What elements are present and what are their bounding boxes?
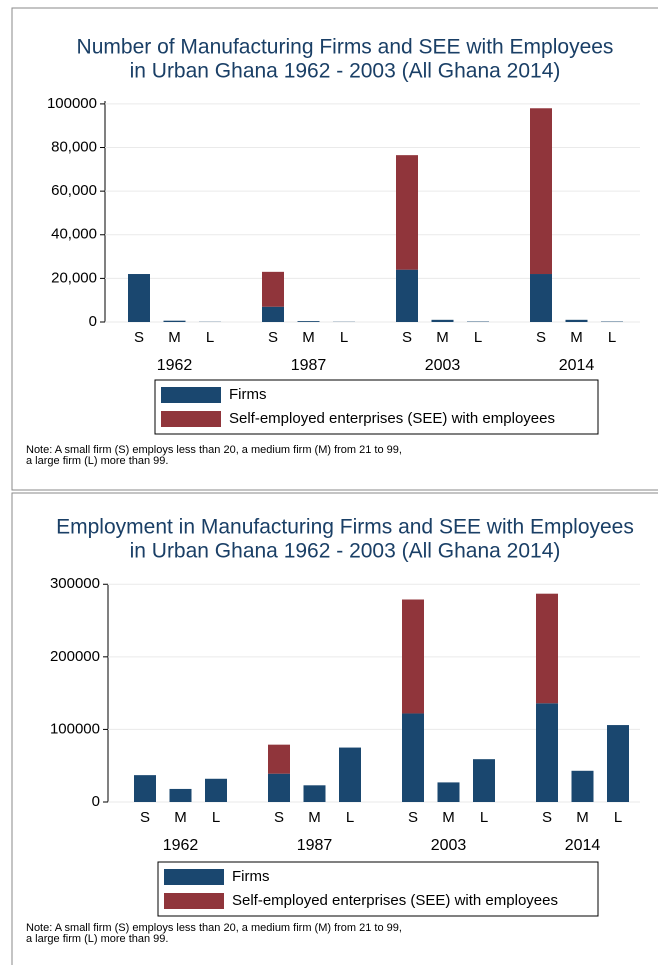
x-tick-label: M [308, 809, 321, 826]
bar [268, 744, 290, 774]
x-tick-label: M [442, 809, 455, 826]
bar [134, 775, 156, 802]
bar [262, 306, 284, 322]
x-tick-label: L [346, 809, 354, 826]
chart-title: Number of Manufacturing Firms and SEE wi… [77, 36, 614, 59]
bar [169, 788, 192, 802]
y-tick-label: 0 [89, 313, 97, 330]
x-tick-label: S [268, 329, 278, 346]
x-tick-label: M [570, 329, 583, 346]
y-tick-label: 200000 [50, 648, 100, 665]
legend-label: Self-employed enterprises (SEE) with emp… [232, 892, 558, 909]
bar [396, 155, 418, 270]
bar [437, 782, 460, 802]
panel-border [11, 492, 658, 965]
note: Note: A small firm (S) employs less than… [26, 922, 402, 934]
note: Note: A small firm (S) employs less than… [26, 444, 402, 456]
bar [607, 725, 629, 802]
x-tick-label: S [274, 809, 284, 826]
x-tick-label: L [608, 329, 616, 346]
bar [565, 319, 588, 322]
x-tick-label: L [614, 809, 622, 826]
x-tick-label: S [542, 809, 552, 826]
bar [431, 319, 454, 322]
group-label: 1987 [297, 837, 333, 854]
y-tick-label: 40,000 [51, 226, 97, 243]
bar [571, 770, 594, 802]
bar [402, 713, 424, 802]
x-tick-label: L [340, 329, 348, 346]
y-tick-label: 80,000 [51, 138, 97, 155]
legend-box [157, 861, 599, 917]
bar [262, 271, 284, 307]
x-tick-label: M [436, 329, 449, 346]
bar [473, 759, 495, 802]
x-tick-label: S [408, 809, 418, 826]
bar [396, 269, 418, 322]
chart-title: in Urban Ghana 1962 - 2003 (All Ghana 20… [130, 540, 561, 563]
bar [163, 320, 186, 322]
bar [205, 778, 227, 802]
legend-box [154, 379, 599, 435]
bar [128, 274, 150, 322]
legend-label: Self-employed enterprises (SEE) with emp… [229, 410, 555, 427]
bar [536, 703, 558, 802]
bar [297, 321, 320, 322]
legend-swatch [164, 869, 224, 885]
x-tick-label: S [536, 329, 546, 346]
y-tick-label: 60,000 [51, 182, 97, 199]
y-tick-label: 20,000 [51, 269, 97, 286]
legend-swatch [161, 387, 221, 403]
bar [530, 274, 552, 322]
group-label: 2014 [559, 357, 595, 374]
x-tick-label: L [206, 329, 214, 346]
bar [536, 593, 558, 704]
note: a large firm (L) more than 99. [26, 455, 168, 467]
chart-title: in Urban Ghana 1962 - 2003 (All Ghana 20… [130, 60, 561, 83]
y-tick-label: 300000 [50, 575, 100, 592]
legend-swatch [164, 893, 224, 909]
note: a large firm (L) more than 99. [26, 933, 168, 945]
x-tick-label: M [302, 329, 315, 346]
bar [303, 785, 326, 802]
panel-border [11, 7, 658, 491]
group-label: 2003 [431, 837, 467, 854]
y-tick-label: 100000 [47, 95, 97, 112]
chart-title: Employment in Manufacturing Firms and SE… [56, 516, 634, 539]
legend-label: Firms [229, 386, 267, 403]
x-tick-label: M [576, 809, 589, 826]
x-tick-label: M [174, 809, 187, 826]
legend-label: Firms [232, 868, 270, 885]
bar [530, 108, 552, 275]
group-label: 1962 [163, 837, 199, 854]
bar [268, 773, 290, 802]
bar [402, 599, 424, 714]
x-tick-label: S [140, 809, 150, 826]
group-label: 2014 [565, 837, 601, 854]
legend-swatch [161, 411, 221, 427]
y-tick-label: 100000 [50, 720, 100, 737]
group-label: 1987 [291, 357, 327, 374]
group-label: 1962 [157, 357, 193, 374]
group-label: 2003 [425, 357, 461, 374]
x-tick-label: S [402, 329, 412, 346]
x-tick-label: L [474, 329, 482, 346]
x-tick-label: S [134, 329, 144, 346]
x-tick-label: L [212, 809, 220, 826]
x-tick-label: L [480, 809, 488, 826]
y-tick-label: 0 [92, 793, 100, 810]
bar [339, 747, 361, 802]
x-tick-label: M [168, 329, 181, 346]
